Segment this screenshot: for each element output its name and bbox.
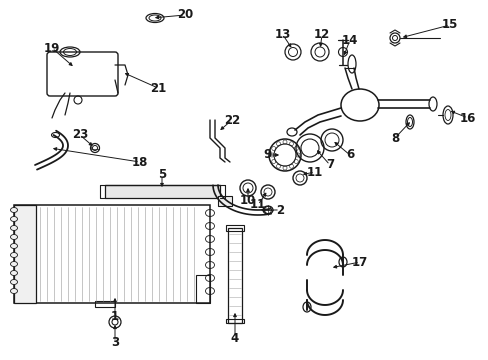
Bar [95,301,115,307]
Text: 15: 15 [441,18,457,31]
Text: 13: 13 [274,28,290,41]
Text: 18: 18 [132,156,148,168]
Ellipse shape [10,288,18,293]
Text: 1: 1 [111,310,119,323]
Ellipse shape [10,225,18,230]
Text: 5: 5 [158,168,166,181]
Text: 2: 2 [275,203,284,216]
Text: 12: 12 [313,28,329,41]
Bar [14,205,36,303]
Text: 11: 11 [249,198,265,211]
Text: 19: 19 [44,41,60,54]
Text: 17: 17 [351,256,367,269]
Text: 6: 6 [345,148,353,162]
Text: 10: 10 [240,194,256,207]
Text: 8: 8 [390,131,398,144]
Text: 20: 20 [177,9,193,22]
Text: 21: 21 [149,81,166,94]
Text: 9: 9 [264,148,271,162]
Text: 14: 14 [341,33,357,46]
Ellipse shape [10,234,18,239]
Text: 23: 23 [72,129,88,141]
Ellipse shape [10,207,18,212]
Text: 4: 4 [230,332,239,345]
Ellipse shape [10,261,18,266]
Ellipse shape [10,270,18,275]
Bar [196,275,209,303]
Text: 16: 16 [459,112,475,125]
Bar [218,196,231,206]
Text: 22: 22 [224,113,240,126]
Bar [225,225,244,231]
Text: 7: 7 [325,158,333,171]
Bar [225,319,244,323]
Text: 11: 11 [306,166,323,179]
Ellipse shape [10,243,18,248]
Ellipse shape [10,216,18,221]
Ellipse shape [10,252,18,257]
Bar [14,205,209,303]
Bar [227,228,242,323]
Bar [105,185,220,198]
Ellipse shape [10,279,18,284]
Text: 3: 3 [111,336,119,348]
